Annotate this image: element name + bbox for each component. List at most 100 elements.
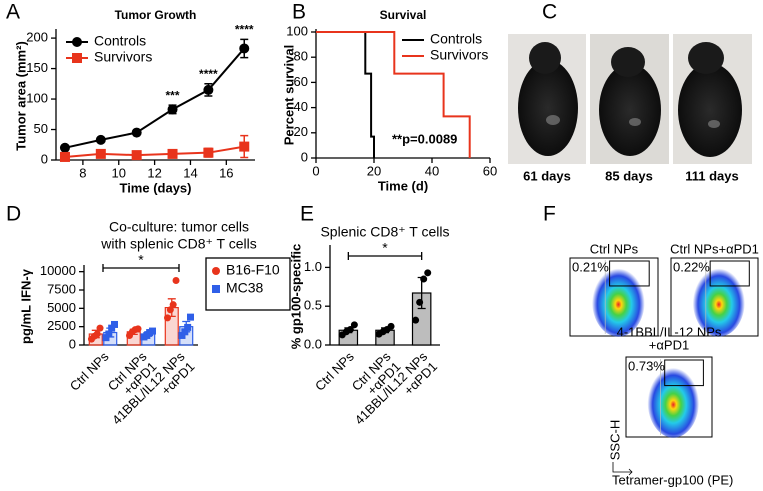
significance: **** (199, 67, 218, 81)
marker (108, 324, 116, 332)
x-axis-label: Time (d) (378, 178, 428, 193)
y-tick-label: 50 (34, 121, 48, 136)
marker (186, 313, 194, 321)
marker (93, 330, 101, 338)
marker (102, 334, 110, 342)
gate-percent: 0.22% (673, 259, 710, 274)
x-tick-label: Ctrl NPs (312, 349, 357, 394)
y-tick-label: 200 (26, 30, 48, 45)
series-line (64, 47, 245, 149)
x-tick-label: 60 (483, 163, 497, 178)
mouse (518, 60, 578, 156)
y-tick-label: 80 (294, 49, 308, 64)
photo-caption: 61 days (523, 168, 571, 183)
flow-title: Ctrl NPs (590, 241, 639, 256)
gate-percent: 0.21% (572, 259, 609, 274)
marker (172, 276, 180, 284)
marker (181, 328, 189, 336)
marker (110, 320, 118, 328)
legend-label: B16-F10 (226, 262, 280, 278)
flow-title: +αPD1 (649, 337, 689, 352)
marker (239, 141, 250, 152)
marker (350, 321, 358, 329)
y-tick-label: 20 (294, 124, 308, 139)
marker (169, 301, 177, 309)
marker (203, 84, 214, 95)
legend-label: Controls (430, 31, 482, 47)
flow-axis-arrows (612, 462, 633, 476)
y-tick-label: 40 (294, 99, 308, 114)
chart-title: Survival (380, 8, 427, 22)
y-tick-label: 60 (294, 74, 308, 89)
flow-x-label: Tetramer-gp100 (PE) (612, 472, 733, 487)
marker (212, 267, 220, 275)
scar (546, 115, 560, 125)
mouse-head (688, 42, 724, 74)
flow-title: 4-1BBL/IL-12 NPs (617, 324, 722, 339)
gate (709, 260, 750, 287)
survival-curve (316, 31, 471, 158)
gate (609, 260, 650, 287)
y-tick-label: 150 (26, 60, 48, 75)
x-tick-label: 16 (219, 165, 233, 180)
gate-percent: 0.73% (628, 358, 665, 373)
marker (184, 323, 192, 331)
x-tick-label: Ctrl NPs (67, 349, 112, 394)
marker (167, 104, 178, 115)
marker (412, 316, 420, 324)
panel-letter: A (6, 1, 20, 24)
marker (131, 150, 142, 161)
mouse-photos (508, 34, 752, 164)
y-tick-label: 100 (26, 90, 48, 105)
mouse (599, 64, 661, 156)
marker (148, 327, 156, 335)
gate (664, 359, 704, 387)
y-tick-label: 5000 (47, 300, 76, 315)
marker (387, 322, 395, 330)
y-tick-label: 0.0 (304, 336, 322, 351)
y-tick-label: 1.0 (304, 259, 322, 274)
x-tick-label: 10 (112, 165, 126, 180)
marker (95, 134, 106, 145)
legend-label: Survivors (430, 47, 488, 63)
significance-bracket (347, 252, 423, 260)
legend-box (205, 257, 291, 311)
x-tick-label: 14 (183, 165, 197, 180)
significance: *** (166, 88, 180, 102)
mouse (678, 63, 742, 157)
y-axis-label: Percent survival (281, 45, 296, 145)
panel-letter: E (300, 203, 314, 226)
marker (203, 147, 214, 158)
x-tick-label: 0 (312, 163, 319, 178)
panel-letter: C (542, 1, 557, 24)
y-tick-label: 100 (286, 23, 308, 38)
marker (72, 53, 82, 63)
x-tick-label: 40 (425, 163, 439, 178)
marker (72, 37, 82, 47)
marker (59, 142, 70, 153)
flow-title: Ctrl NPs+αPD1 (670, 241, 759, 256)
panel-letter: B (292, 1, 306, 24)
marker (166, 306, 174, 314)
density-cloud (647, 364, 700, 438)
marker (134, 325, 142, 333)
marker (346, 325, 354, 333)
significance-bracket (102, 264, 180, 272)
x-tick-label: 12 (147, 165, 161, 180)
y-axis-label: Tumor area (mm²) (13, 41, 28, 151)
flow-y-label: SSC-H (607, 420, 622, 460)
panel-letter: F (543, 203, 556, 226)
photo-caption: 111 days (685, 168, 739, 183)
chart-title: Tumor Growth (115, 8, 197, 22)
y-tick-label: 0.5 (304, 298, 322, 313)
chart-title: with splenic CD8⁺ T cells (100, 236, 256, 252)
marker (164, 314, 172, 322)
legend-label: MC38 (226, 280, 264, 296)
marker (105, 330, 113, 338)
y-tick-label: 0 (69, 336, 76, 351)
marker (239, 43, 250, 54)
significance: * (138, 252, 144, 268)
x-tick-label: 20 (367, 163, 381, 178)
chart-title: Co-culture: tumor cells (109, 219, 249, 235)
